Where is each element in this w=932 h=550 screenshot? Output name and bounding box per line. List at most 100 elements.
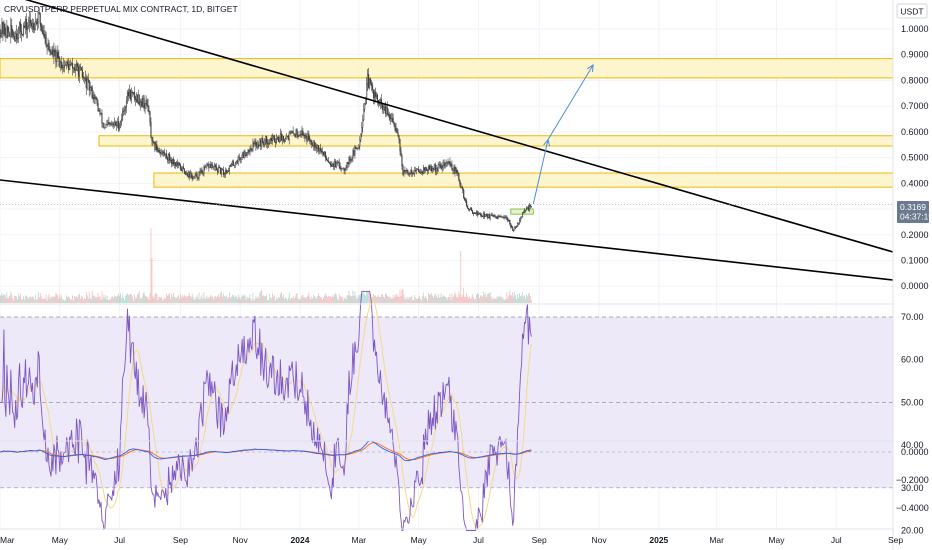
candle-body [83, 77, 85, 79]
price-axis-bg [894, 0, 932, 550]
candle [271, 134, 273, 145]
candle [238, 153, 240, 162]
volume-bar [437, 293, 439, 303]
projection-arrow[interactable] [532, 64, 594, 205]
candle-body [137, 94, 139, 103]
volume-bar [82, 299, 84, 303]
volume-bar [323, 297, 324, 303]
candle-body [336, 162, 338, 164]
candle-body [440, 164, 442, 170]
candle-body [404, 170, 406, 172]
volume-bar [78, 294, 79, 303]
candle [332, 162, 334, 170]
volume-bar [141, 296, 143, 303]
candle [503, 215, 505, 220]
volume-bar [416, 298, 418, 303]
volume-bar [307, 295, 309, 303]
descending-support-line[interactable] [0, 179, 894, 281]
volume-bar [283, 298, 285, 303]
volume-bar [58, 298, 60, 303]
candle-body [305, 135, 307, 139]
candle [287, 134, 289, 141]
last-price: 0.3169 [900, 202, 926, 212]
candle [51, 46, 53, 55]
volume-bar [95, 296, 97, 303]
candle [10, 17, 12, 44]
candle-body [96, 98, 98, 104]
candle [456, 167, 458, 176]
candle [124, 105, 127, 116]
descending-resistance-line[interactable] [0, 0, 894, 253]
candle-body [503, 217, 505, 219]
candle [24, 16, 27, 35]
candle [397, 128, 399, 138]
candle-body [218, 167, 220, 173]
volume-bar [24, 299, 25, 303]
candle [297, 130, 299, 140]
volume-bar [76, 296, 77, 303]
candle-body [27, 25, 29, 27]
candle [351, 155, 353, 163]
volume-bar [433, 295, 435, 303]
candle-body [378, 103, 380, 105]
time-axis[interactable]: Mar May Jul Sep Nov 2024 Mar May Jul Sep Nov 2025 Ma… [0, 535, 903, 545]
candle [392, 113, 394, 124]
volume-bar [402, 289, 404, 303]
candle-body [426, 170, 428, 172]
volume-bar [32, 296, 33, 303]
volume-bar [481, 295, 482, 303]
rsi-tick-label: 30.00 [901, 483, 924, 493]
candle-body [124, 106, 127, 111]
candle [265, 135, 267, 145]
candle [12, 29, 14, 39]
volume-bar [298, 299, 300, 303]
candle-body [309, 139, 311, 142]
candle-body [168, 154, 170, 161]
volume-bar [477, 292, 478, 303]
candle [81, 66, 83, 80]
volume-bar [482, 291, 484, 303]
trendlines[interactable] [0, 0, 894, 281]
candle-body [332, 164, 334, 167]
candle-body [421, 171, 423, 173]
volume-bar [442, 295, 444, 303]
volume-bar [181, 297, 182, 303]
currency-badge[interactable]: USDT [896, 3, 928, 19]
candle-body [478, 212, 480, 214]
candle [312, 142, 314, 148]
candle [170, 156, 172, 163]
candle [42, 24, 44, 36]
candle [363, 103, 365, 122]
candle [239, 157, 241, 164]
candle [353, 146, 355, 157]
volume-bar [229, 292, 230, 303]
candle [72, 57, 74, 76]
candle [369, 78, 371, 90]
volume-bar [217, 296, 218, 303]
candle [313, 140, 315, 151]
candle [2, 21, 4, 42]
candle-body [344, 168, 346, 171]
candle [266, 135, 268, 148]
volume-bar [129, 294, 130, 303]
candle-body [144, 103, 146, 109]
volume-bar [373, 293, 374, 303]
candle [411, 166, 413, 178]
candle [70, 59, 72, 67]
candle-body [102, 122, 104, 124]
candle [202, 170, 204, 176]
price-axis[interactable]: 1.00000.90000.80000.70000.60000.50000.40… [894, 0, 932, 550]
candle [461, 186, 463, 189]
candle-body [386, 107, 388, 114]
volume-bar [145, 295, 147, 303]
candle-body [86, 78, 88, 89]
volume-bar [507, 297, 509, 303]
candle-body [456, 169, 458, 173]
volume-bar [31, 297, 32, 303]
volume-bar [330, 296, 331, 303]
candle [393, 121, 395, 128]
candle-body [170, 159, 172, 161]
candle [160, 149, 162, 158]
candle [396, 127, 398, 134]
